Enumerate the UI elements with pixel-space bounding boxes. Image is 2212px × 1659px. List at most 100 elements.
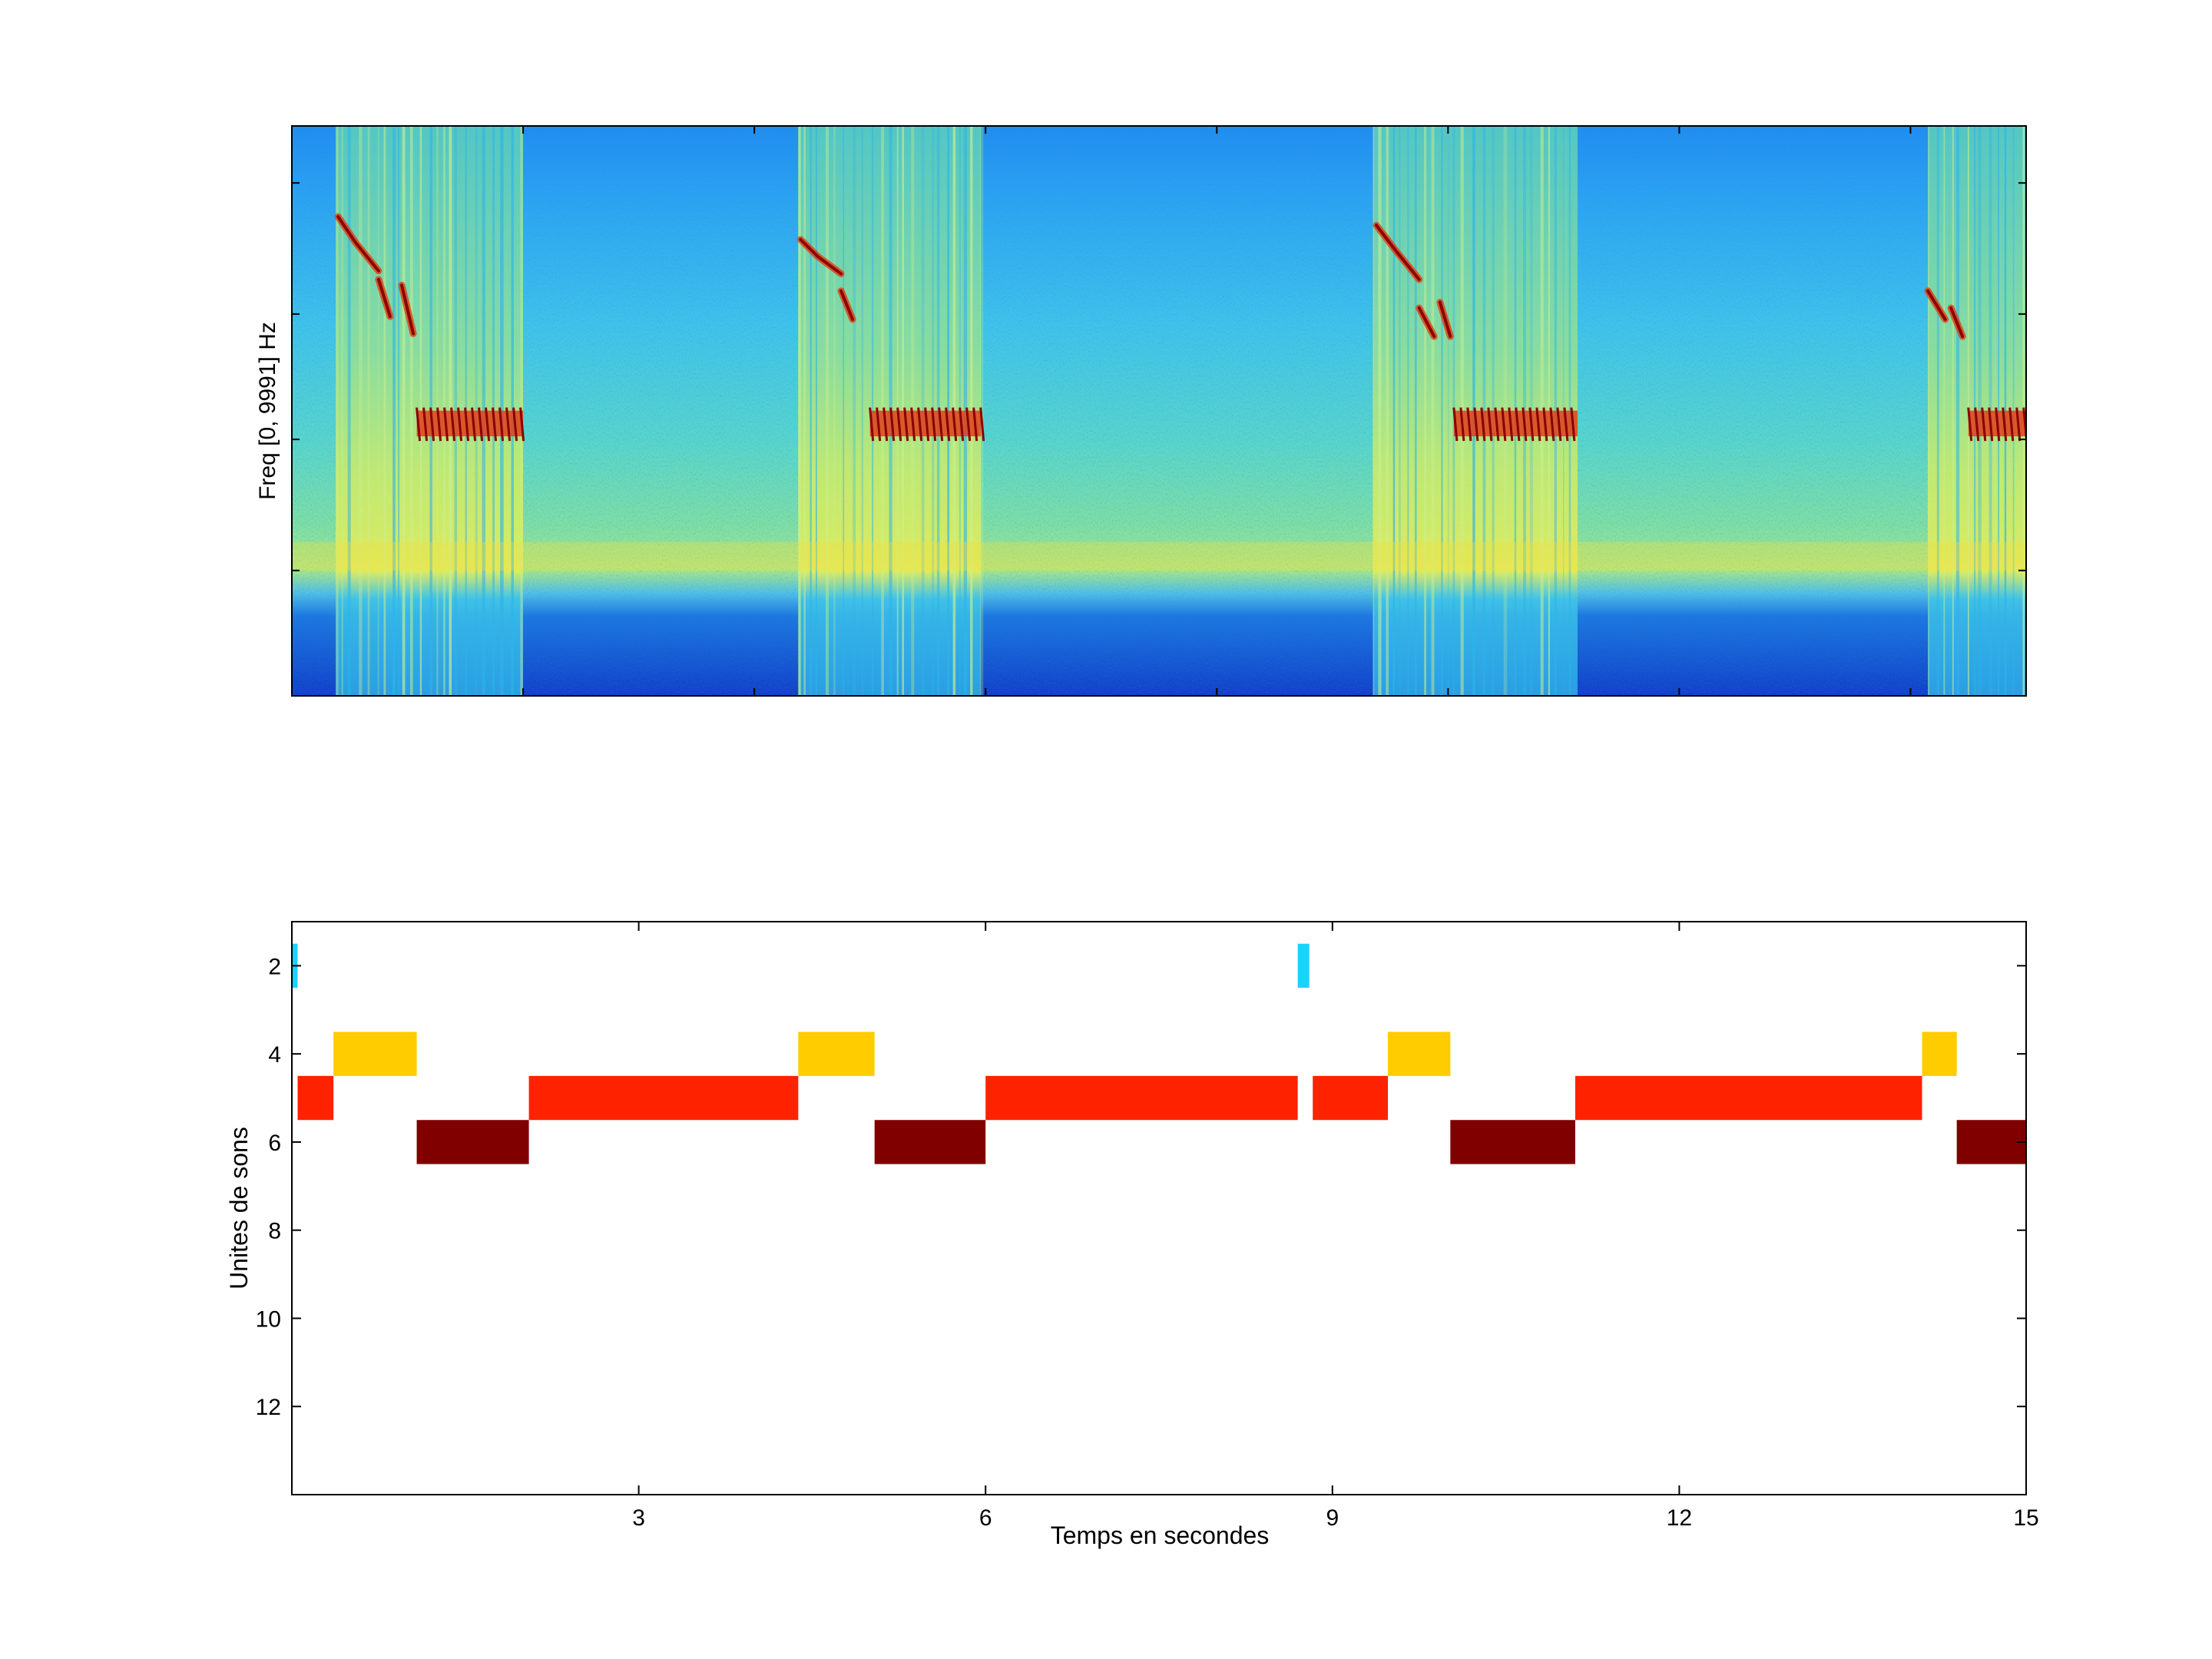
- spectrogram-trill-note: [2022, 407, 2026, 442]
- sound-unit-bar: [798, 1031, 875, 1076]
- spectrogram-trill-note: [1501, 407, 1507, 442]
- spectrogram-trill-note: [1549, 407, 1555, 442]
- spectrogram-stripe: [1936, 126, 1939, 696]
- spectrogram-trill-note: [1542, 407, 1548, 442]
- sound-units-y-tick-label: 10: [256, 1306, 281, 1332]
- spectrogram-stripe: [1441, 126, 1443, 696]
- spectrogram-trill-note: [498, 407, 505, 442]
- sound-units-y-tick-label: 8: [268, 1219, 281, 1244]
- spectrogram-trill-note: [492, 407, 498, 442]
- sound-unit-bar: [1956, 1120, 2026, 1164]
- spectrogram-stripe: [1955, 126, 1960, 696]
- sound-unit-bar: [1388, 1031, 1451, 1076]
- spectrogram-stripe: [1386, 126, 1389, 696]
- sound-unit-bar: [985, 1075, 1298, 1121]
- spectrogram-trill-note: [972, 407, 979, 442]
- spectrogram-frame: [291, 125, 2027, 697]
- spectrogram-stripe: [1431, 126, 1435, 696]
- sound-units-y-axis-label: Unites de sons: [225, 1127, 253, 1290]
- sound-units-x-tick-label: 6: [979, 1505, 992, 1531]
- spectrogram-sweep: [1926, 289, 1947, 321]
- spectrogram-stripe: [341, 126, 343, 696]
- spectrogram-stripe: [1399, 126, 1401, 696]
- spectrogram-trill-note: [910, 407, 916, 442]
- sound-units-x-tick-label: 3: [632, 1505, 645, 1531]
- spectrogram-stripe: [1378, 126, 1382, 696]
- spectrogram-trill-note: [1535, 407, 1541, 442]
- sound-units-plot-area: [292, 922, 2026, 1495]
- spectrogram-trill-note: [1473, 407, 1479, 442]
- spectrogram-stripe: [853, 126, 856, 696]
- sound-units-ticks: 3 6 9 12 15 2 4 6 8 10 12: [256, 922, 2039, 1531]
- sound-units-y-tick-label: 12: [256, 1395, 281, 1420]
- spectrogram-image: [292, 126, 2026, 696]
- spectrogram-stripe: [377, 126, 379, 696]
- spectrogram-trill-note: [952, 407, 958, 442]
- sound-units-y-tick-label: 4: [268, 1042, 281, 1068]
- spectrogram-y-axis-label: Freq [0, 9991] Hz: [255, 322, 280, 500]
- spectrogram-trill-note: [1556, 407, 1562, 442]
- spectrogram-sweep: [799, 237, 843, 276]
- sound-units-x-tick-label: 12: [1667, 1505, 1692, 1531]
- spectrogram-noise: [292, 126, 2026, 696]
- spectrogram-stripe: [402, 126, 406, 696]
- spectrogram-trill-note: [876, 407, 882, 442]
- spectrogram-stripe: [1373, 126, 1375, 696]
- spectrogram-trill-note: [450, 407, 456, 442]
- spectrogram-trill-note: [917, 407, 923, 442]
- spectrogram-trill-note: [485, 407, 491, 442]
- spectrogram-trill: [416, 410, 524, 437]
- spectrogram-stripe: [1952, 126, 1954, 696]
- sound-units-bars: [292, 943, 2026, 1164]
- sound-units-y-tick-label: 6: [268, 1131, 281, 1156]
- sound-unit-bar: [1922, 1031, 1957, 1076]
- spectrogram-stripe: [803, 126, 806, 696]
- spectrogram-sweep: [1375, 224, 1421, 281]
- spectrogram-trill-note: [1459, 407, 1465, 442]
- spectrogram-stripe: [816, 126, 817, 696]
- sound-units-y-tick-label: 2: [268, 954, 281, 979]
- spectrogram-trill-note: [889, 407, 896, 442]
- spectrogram-sweep: [376, 277, 392, 319]
- spectrogram-trill-note: [1570, 407, 1576, 442]
- spectrogram-trill-note: [422, 407, 429, 442]
- sound-unit-bar: [1313, 1075, 1389, 1121]
- spectrogram-trill-note: [457, 407, 463, 442]
- spectrogram-sweep: [336, 215, 380, 273]
- spectrogram-stripe: [367, 126, 370, 696]
- spectrogram-sweep: [1438, 300, 1452, 339]
- spectrogram-trill-note: [1466, 407, 1472, 442]
- spectrogram-panel: Freq [0, 9991] Hz: [255, 125, 2027, 697]
- spectrogram-stripe: [1447, 126, 1449, 696]
- spectrogram-trill-note: [1981, 407, 1987, 442]
- spectrogram-stripe: [1392, 126, 1396, 696]
- spectrogram-sweep: [400, 283, 416, 336]
- spectrogram-trill-note: [512, 407, 518, 442]
- spectrogram-trill-note: [1487, 407, 1493, 442]
- spectrogram-stripe: [843, 126, 845, 696]
- spectrogram-trill-note: [924, 407, 930, 442]
- spectrogram-trill-note: [869, 407, 875, 442]
- spectrogram-trill-note: [1988, 407, 1994, 442]
- spectrogram-trill-note: [979, 407, 985, 442]
- spectrogram-stripe: [861, 126, 864, 696]
- spectrogram-trill-note: [896, 407, 902, 442]
- spectrogram-trill-note: [1452, 407, 1459, 442]
- spectrogram-trill-note: [519, 407, 525, 442]
- spectrogram-trill-note: [478, 407, 484, 442]
- spectrogram-trill-note: [931, 407, 937, 442]
- sound-unit-bar: [416, 1120, 529, 1164]
- spectrogram-trill-note: [903, 407, 909, 442]
- spectrogram-trill-note: [959, 407, 965, 442]
- spectrogram-trill-note: [1515, 407, 1521, 442]
- spectrogram-stripe: [825, 126, 829, 696]
- spectrogram-trill-note: [464, 407, 470, 442]
- sound-unit-bar: [1297, 943, 1310, 988]
- spectrogram-trill-note: [429, 407, 435, 442]
- spectrogram-sweep: [839, 289, 855, 321]
- spectrogram-trill-note: [1522, 407, 1528, 442]
- spectrogram-trill-note: [1480, 407, 1486, 442]
- sound-units-x-tick-label: 9: [1326, 1505, 1339, 1531]
- spectrogram-stripe: [1424, 126, 1427, 696]
